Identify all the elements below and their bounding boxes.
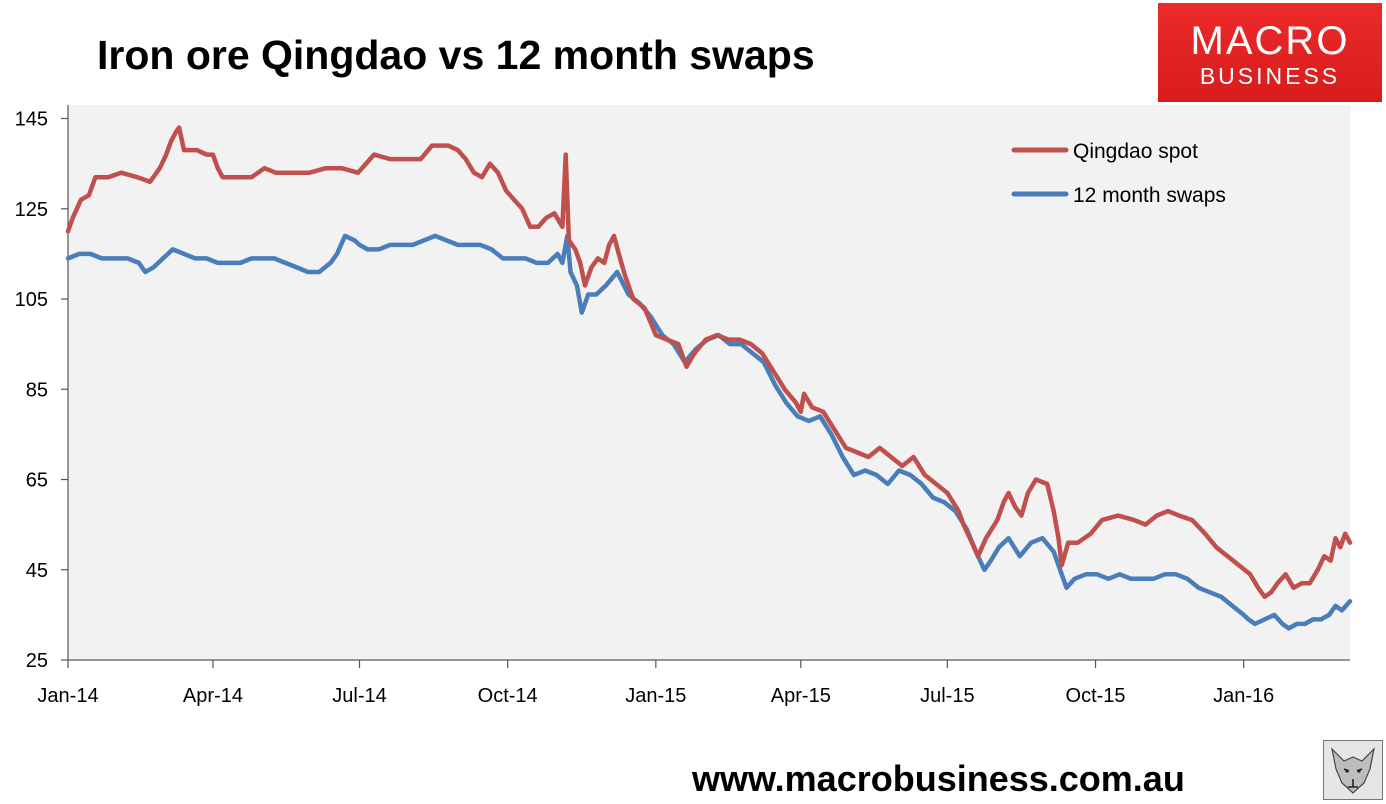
- x-tick-label: Jan-15: [625, 685, 686, 707]
- y-tick-label: 25: [26, 650, 48, 672]
- x-tick-label: Jan-16: [1213, 685, 1274, 707]
- plot-area: [68, 105, 1350, 659]
- x-tick-label: Apr-15: [771, 685, 831, 707]
- x-tick-label: Jan-14: [37, 685, 98, 707]
- legend-label: 12 month swaps: [1073, 184, 1226, 207]
- x-tick-label: Oct-15: [1066, 685, 1126, 707]
- x-tick-label: Oct-14: [478, 685, 538, 707]
- x-tick-label: Jul-15: [920, 685, 974, 707]
- y-tick-label: 125: [15, 199, 48, 221]
- website-url[interactable]: www.macrobusiness.com.au: [692, 758, 1185, 799]
- wolf-face-drawing: [1331, 747, 1375, 794]
- y-tick-label: 45: [26, 560, 48, 582]
- y-tick-label: 65: [26, 470, 48, 492]
- x-tick-label: Apr-14: [183, 685, 243, 707]
- macro-business-logo[interactable]: MACRO BUSINESS: [1158, 3, 1382, 102]
- chart-legend: Qingdao spot 12 month swaps: [1011, 140, 1226, 207]
- logo-text-bottom: BUSINESS: [1199, 63, 1341, 89]
- x-tick-label: Jul-14: [332, 685, 386, 707]
- x-axis-ticks: Jan-14 Apr-14 Jul-14 Oct-14 Jan-15 Apr-15 Jul-…: [37, 660, 1274, 707]
- y-tick-label: 145: [15, 109, 48, 131]
- y-axis-ticks: 25 45 65 85 105 125 145: [15, 109, 68, 672]
- logo-text-top: MACRO: [1190, 19, 1350, 63]
- y-tick-label: 85: [26, 379, 48, 401]
- wolf-face-icon: [1323, 740, 1383, 800]
- legend-label: Qingdao spot: [1073, 140, 1198, 163]
- chart-title: Iron ore Qingdao vs 12 month swaps: [97, 32, 815, 78]
- y-tick-label: 105: [15, 289, 48, 311]
- series-line-qingdao-spot: [65, 125, 1353, 600]
- series-layer: [65, 125, 1353, 631]
